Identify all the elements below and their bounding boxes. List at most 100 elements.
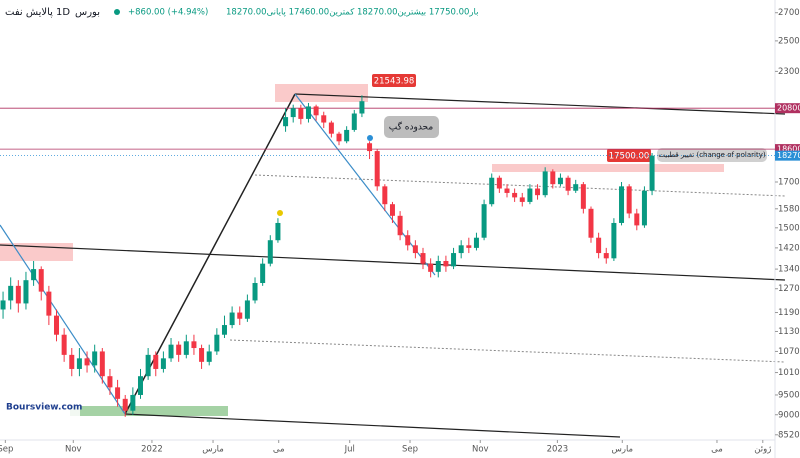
candle-body xyxy=(634,213,640,226)
label-box xyxy=(372,74,416,87)
candle-body xyxy=(214,334,220,352)
candle-body xyxy=(512,192,518,198)
candle-body xyxy=(374,151,380,187)
y-tick-label: 13400 xyxy=(778,265,800,275)
y-tick-label: 15000 xyxy=(778,223,800,233)
y-tick-label: 11900 xyxy=(778,308,800,318)
annotation: تغییر قطبیت (change of polarity) xyxy=(658,151,765,159)
candle-body xyxy=(84,358,90,366)
candle-body xyxy=(199,348,205,362)
y-tick-label: 15800 xyxy=(778,204,800,214)
y-tick-label: 10100 xyxy=(778,368,800,378)
candle-body xyxy=(99,351,105,377)
candle-body xyxy=(260,263,266,284)
drawings: 21543.98 17500.00 محدوده گپ تغییر قطبیت … xyxy=(0,74,786,438)
candle-body xyxy=(466,245,472,248)
candle-body xyxy=(382,186,388,205)
candle-body xyxy=(344,129,350,142)
y-tick-label: 17000 xyxy=(778,178,800,188)
candle-body xyxy=(542,171,548,196)
candle-body xyxy=(221,325,227,335)
candle-body xyxy=(305,106,311,119)
x-tick-label: Sep xyxy=(402,445,418,455)
candle-body xyxy=(244,300,250,319)
y-tick-label: 12700 xyxy=(778,284,800,294)
x-tick-label: Nov xyxy=(472,445,489,455)
leg-line xyxy=(0,224,126,415)
candle-body xyxy=(573,184,579,191)
candle-body xyxy=(153,354,159,369)
x-tick-label: می xyxy=(711,445,723,455)
trend-line xyxy=(0,244,786,281)
candle-body xyxy=(580,184,586,209)
candle-body xyxy=(565,177,571,191)
y-tick-label: 11300 xyxy=(778,327,800,337)
price-label: 18270 xyxy=(777,151,800,160)
candle-body xyxy=(619,186,625,223)
candle-body xyxy=(283,117,289,127)
candle-body xyxy=(481,204,487,238)
candle-body xyxy=(428,263,434,272)
price-label: 18600 xyxy=(777,145,800,154)
candle-body xyxy=(359,101,365,114)
candle-body xyxy=(237,312,243,319)
axis: 8520 9000 9500 10100 10700 11300 11900 12700 134… xyxy=(0,8,800,454)
candle-body xyxy=(649,155,655,191)
candle-body xyxy=(23,280,29,304)
candle-body xyxy=(504,188,510,193)
candle-body xyxy=(351,113,357,130)
exchange: بورس xyxy=(75,7,100,18)
candle-body xyxy=(69,354,75,369)
candle-body xyxy=(328,122,334,134)
candle-body xyxy=(626,186,632,214)
candle-body xyxy=(183,341,189,355)
zone xyxy=(492,164,724,172)
candle-body xyxy=(420,253,426,264)
candle-body xyxy=(115,387,121,399)
zone xyxy=(275,84,368,102)
candle-body xyxy=(145,354,151,377)
x-tick-label: Nov xyxy=(65,445,82,455)
x-tick-label: می xyxy=(273,445,285,455)
candle-body xyxy=(176,344,182,355)
price-label-box xyxy=(775,150,800,161)
dotted-line xyxy=(229,339,786,363)
x-tick-label: ژوئن xyxy=(754,445,771,455)
candle-body xyxy=(367,143,373,152)
candle-body xyxy=(603,253,609,259)
candle-body xyxy=(252,283,258,301)
candle-body xyxy=(54,315,60,335)
candle-body xyxy=(206,351,212,362)
ohlc: بار17750.00 بیشترین18270.00 کمترین17460.… xyxy=(226,8,478,18)
label-box xyxy=(657,148,767,162)
candle-body xyxy=(46,291,52,316)
candle-body xyxy=(519,197,525,202)
annotation: محدوده گپ xyxy=(389,121,434,133)
candle-body xyxy=(458,245,464,254)
candle-body xyxy=(496,177,502,189)
x-tick-label: Sep xyxy=(0,445,13,455)
trend-line xyxy=(294,93,786,115)
candle-body xyxy=(473,237,479,248)
y-tick-label: 9000 xyxy=(778,410,800,420)
candle-body xyxy=(130,394,136,411)
candle-body xyxy=(489,177,495,205)
candle-body xyxy=(397,215,403,236)
candle-body xyxy=(15,285,21,304)
annotation: 17500.00 xyxy=(609,152,650,162)
candle-body xyxy=(122,398,128,411)
candle-body xyxy=(298,108,304,119)
candle-body xyxy=(588,208,594,238)
candle-body xyxy=(443,260,449,267)
trend-line xyxy=(124,413,621,438)
y-tick-label: 14200 xyxy=(778,243,800,253)
x-tick-label: 2022 xyxy=(141,445,163,455)
x-tick-label: 2023 xyxy=(547,445,569,455)
x-tick-label: مارس xyxy=(611,445,633,455)
candle-body xyxy=(405,235,411,246)
watermark: Boursview.com xyxy=(6,403,82,413)
candle-body xyxy=(313,106,319,116)
marker xyxy=(277,210,283,216)
marker xyxy=(367,135,373,141)
candle-body xyxy=(61,334,67,355)
